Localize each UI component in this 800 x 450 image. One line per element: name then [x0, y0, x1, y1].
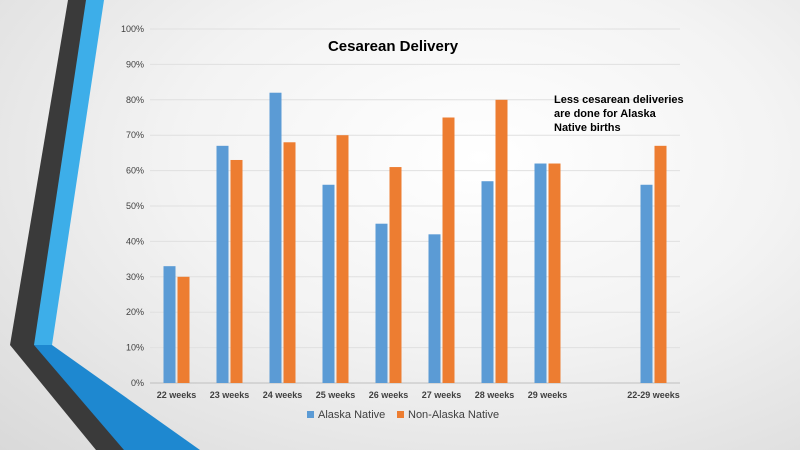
legend-label-non-alaska-native: Non-Alaska Native — [408, 409, 499, 421]
stripe-bottom-dark — [10, 345, 125, 450]
bars — [163, 92, 667, 384]
x-category-label: 27 weeks — [422, 390, 462, 400]
x-category-label: 29 weeks — [528, 390, 568, 400]
bar-alaska-native — [375, 223, 388, 383]
x-category-label: 25 weeks — [316, 390, 356, 400]
y-tick-label: 20% — [126, 307, 144, 317]
bar-non-alaska-native — [654, 145, 667, 383]
bar-alaska-native — [428, 234, 441, 383]
stripe-bottom-blue — [34, 345, 200, 450]
gridlines — [150, 28, 680, 349]
legend-swatch-non-alaska-native — [397, 411, 404, 418]
x-category-label: 26 weeks — [369, 390, 409, 400]
bar-alaska-native — [269, 92, 282, 383]
y-tick-label: 60% — [126, 166, 144, 176]
bar-non-alaska-native — [336, 135, 349, 383]
bar-alaska-native — [216, 145, 229, 383]
legend-label-alaska-native: Alaska Native — [318, 409, 385, 421]
bar-non-alaska-native — [442, 117, 455, 383]
y-tick-label: 50% — [126, 201, 144, 211]
bar-non-alaska-native — [177, 276, 190, 383]
bar-alaska-native — [534, 163, 547, 383]
legend: Alaska Native Non-Alaska Native — [307, 409, 499, 421]
y-tick-label: 80% — [126, 95, 144, 105]
bar-alaska-native — [640, 184, 653, 383]
bar-non-alaska-native — [548, 163, 561, 383]
x-category-label: 24 weeks — [263, 390, 303, 400]
bar-alaska-native — [163, 266, 176, 383]
annotation-line-2: are done for Alaska — [554, 108, 657, 120]
x-category-label: 22 weeks — [157, 390, 197, 400]
y-tick-label: 100% — [121, 24, 144, 34]
stripe-dark-gray — [10, 0, 87, 345]
x-category-label: 23 weeks — [210, 390, 250, 400]
x-category-label: 22-29 weeks — [627, 390, 680, 400]
annotation-line-1: Less cesarean deliveries — [554, 94, 684, 106]
chart-title: Cesarean Delivery — [328, 38, 459, 55]
y-tick-label: 70% — [126, 130, 144, 140]
y-tick-label: 0% — [131, 378, 144, 388]
annotation-line-3: Native births — [554, 122, 621, 134]
legend-swatch-alaska-native — [307, 411, 314, 418]
y-tick-label: 40% — [126, 236, 144, 246]
y-tick-label: 10% — [126, 343, 144, 353]
bar-non-alaska-native — [389, 167, 402, 383]
x-axis-labels: 22 weeks 23 weeks 24 weeks 25 weeks 26 weeks… — [157, 390, 680, 400]
bar-alaska-native — [481, 181, 494, 383]
bar-non-alaska-native — [495, 99, 508, 384]
y-axis-ticks: 0% 10% 20% 30% 40% 50% 60% 70% 80% 90% 100% — [121, 24, 144, 388]
x-category-label: 28 weeks — [475, 390, 515, 400]
stripe-light-blue — [34, 0, 104, 345]
annotation: Less cesarean deliveries are done for Al… — [554, 94, 684, 134]
decorative-stripes — [10, 0, 200, 450]
y-tick-label: 30% — [126, 272, 144, 282]
y-tick-label: 90% — [126, 59, 144, 69]
bar-non-alaska-native — [283, 142, 296, 383]
bar-alaska-native — [322, 184, 335, 383]
bar-non-alaska-native — [230, 159, 243, 383]
